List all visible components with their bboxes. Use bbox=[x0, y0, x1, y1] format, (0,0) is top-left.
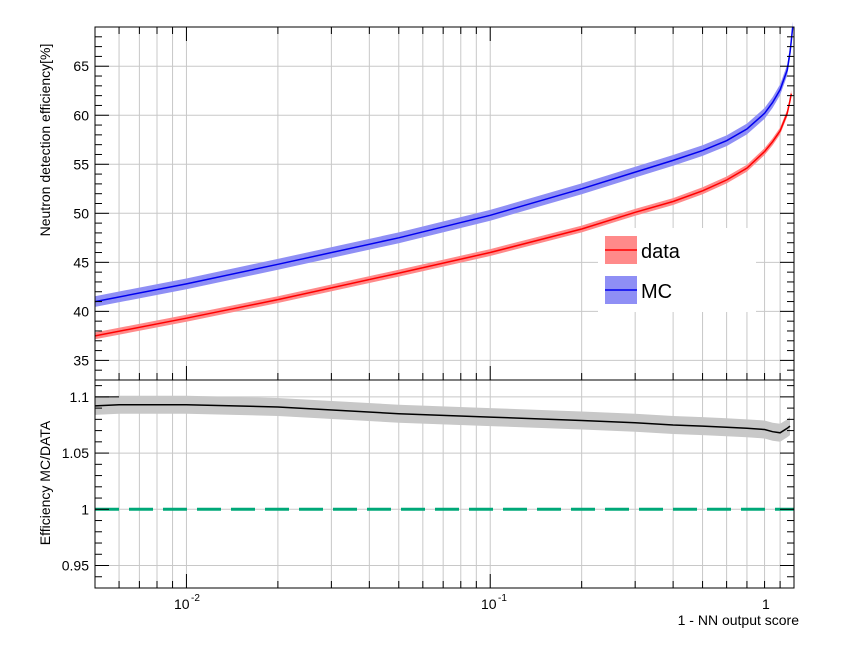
legend-data-label: data bbox=[641, 241, 681, 263]
y-tick-label: 35 bbox=[73, 352, 89, 368]
bottom-y-axis-label: Efficiency MC/DATA bbox=[37, 420, 53, 545]
y-tick-label: 60 bbox=[73, 107, 89, 123]
y-tick-label: 1.1 bbox=[70, 389, 90, 405]
series-line-MC bbox=[94, 26, 794, 303]
y-tick-label: 1 bbox=[81, 501, 89, 517]
y-tick-label: 45 bbox=[73, 254, 89, 270]
y-tick-label: 55 bbox=[73, 156, 89, 172]
legend-mc-label: MC bbox=[641, 281, 672, 303]
top-grid bbox=[94, 27, 794, 380]
bottom-series bbox=[94, 395, 794, 511]
x-tick-label-0.1: 10 -1 bbox=[481, 593, 507, 612]
axis-ticks: 35 40 45 50 55 60 65 0.95 1 1.05 1.1 bbox=[62, 26, 794, 589]
bottom-plot-frame bbox=[94, 379, 795, 589]
x-axis-label: 1 - NN output score bbox=[678, 612, 800, 628]
x-tick-label-exponent: -1 bbox=[498, 593, 507, 604]
y-tick-label: 40 bbox=[73, 303, 89, 319]
x-tick-label-base: 10 bbox=[481, 596, 497, 612]
y-tick-label: 0.95 bbox=[62, 558, 89, 574]
y-tick-label: 50 bbox=[73, 205, 89, 221]
series-line-MC/DATA bbox=[94, 403, 791, 434]
series-band-MC/DATA bbox=[95, 395, 790, 442]
x-tick-label-exponent: -2 bbox=[191, 593, 200, 604]
y-tick-label: 1.05 bbox=[62, 445, 89, 461]
x-tick-label-1: 1 bbox=[762, 596, 770, 612]
top-y-axis-label: Neutron detection efficiency[%] bbox=[37, 44, 53, 237]
x-tick-label-0.01: 10 -2 bbox=[174, 593, 200, 612]
series-band-MC bbox=[95, 21, 793, 307]
legend: data MC bbox=[598, 228, 756, 312]
top-series bbox=[94, 21, 794, 340]
top-plot-frame bbox=[94, 26, 795, 381]
series-line-data bbox=[94, 93, 793, 337]
x-tick-label-base: 10 bbox=[174, 596, 190, 612]
y-tick-label: 65 bbox=[73, 58, 89, 74]
